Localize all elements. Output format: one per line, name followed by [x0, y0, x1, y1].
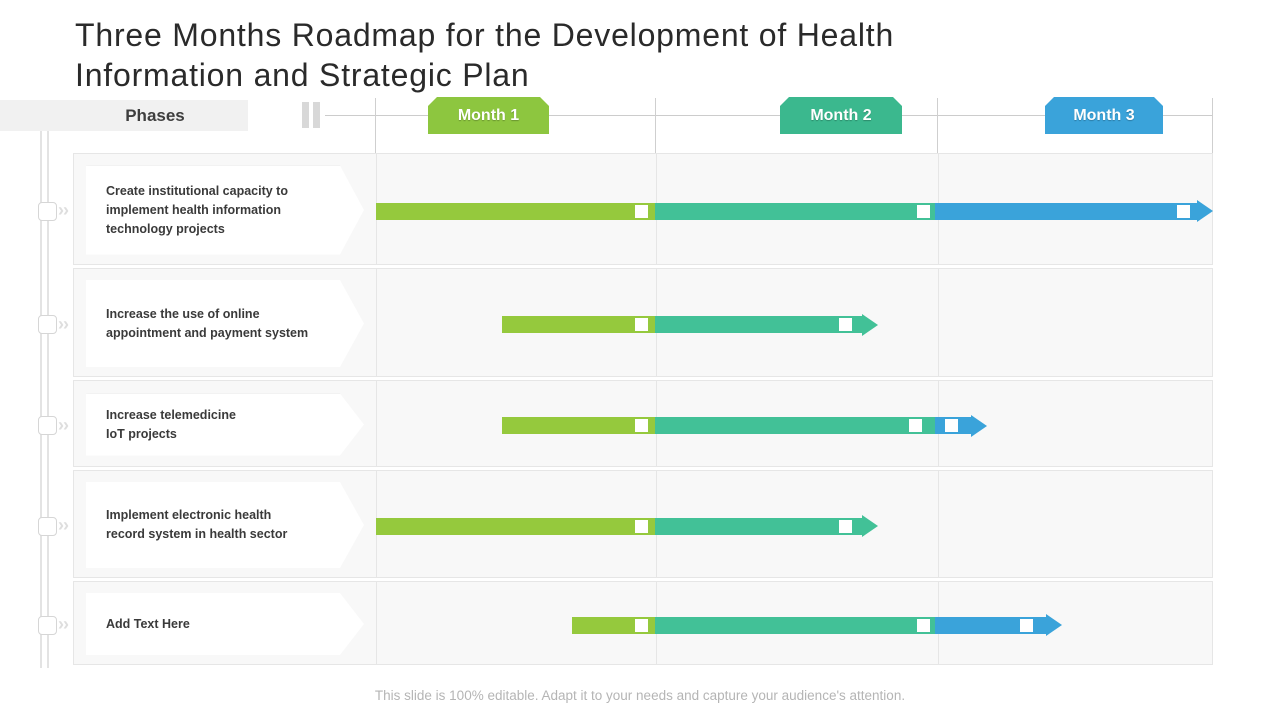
- milestone-marker-icon: [944, 419, 958, 432]
- task-card: Increase telemedicine IoT projects: [86, 394, 364, 456]
- task-card: Increase the use of online appointment a…: [86, 280, 364, 367]
- task-row: Increase the use of online appointment a…: [73, 268, 1213, 377]
- chevron-right-icon: ››: [58, 200, 69, 220]
- tab-month-1: Month 1: [428, 97, 549, 134]
- timeline-node-icon: [38, 516, 57, 536]
- tab-month-3: Month 3: [1045, 97, 1163, 134]
- gantt-bar-segment: [501, 417, 656, 434]
- task-label: Implement electronic health record syste…: [106, 508, 288, 541]
- task-row: Increase telemedicine IoT projects: [73, 380, 1213, 467]
- timeline-axis-line: [325, 115, 1213, 116]
- phases-header: Phases: [0, 100, 248, 131]
- milestone-marker-icon: [634, 419, 648, 432]
- grid-tick: [655, 98, 656, 153]
- task-label: Increase telemedicine IoT projects: [106, 407, 236, 441]
- milestone-marker-icon: [838, 318, 852, 331]
- task-label: Add Text Here: [106, 616, 190, 631]
- timeline-spine: [40, 131, 49, 668]
- grid-column-line: [938, 269, 939, 376]
- grid-tick: [375, 98, 376, 153]
- milestone-marker-icon: [634, 204, 648, 218]
- task-label: Create institutional capacity to impleme…: [106, 183, 288, 236]
- milestone-marker-icon: [1020, 618, 1034, 632]
- task-row: Create institutional capacity to impleme…: [73, 153, 1214, 265]
- task-row: Implement electronic health record syste…: [73, 470, 1213, 578]
- milestone-marker-icon: [916, 204, 930, 218]
- arrow-tip-icon: [1046, 614, 1063, 636]
- task-label: Increase the use of online appointment a…: [106, 306, 309, 340]
- grid-tick: [1212, 98, 1213, 153]
- task-card: Add Text Here: [86, 593, 364, 655]
- milestone-marker-icon: [634, 519, 648, 533]
- grid-column-line: [376, 381, 377, 466]
- timeline-node-icon: [38, 416, 57, 435]
- arrow-tip-icon: [970, 414, 987, 437]
- chevron-right-icon: ››: [58, 414, 69, 435]
- gantt-bar-segment: [934, 202, 1198, 220]
- tab-month-2: Month 2: [780, 97, 902, 134]
- pause-icon: [302, 102, 321, 128]
- grid-column-line: [376, 582, 377, 664]
- gantt-bar-segment: [655, 616, 935, 634]
- milestone-marker-icon: [634, 318, 648, 331]
- arrow-tip-icon: [1197, 200, 1214, 222]
- timeline-node-icon: [38, 201, 57, 221]
- gantt-bar-segment: [501, 316, 656, 333]
- task-card: Create institutional capacity to impleme…: [86, 166, 364, 255]
- milestone-marker-icon: [634, 618, 648, 632]
- milestone-marker-icon: [908, 419, 922, 432]
- gantt-bar-segment: [376, 517, 656, 535]
- grid-tick: [937, 98, 938, 153]
- chevron-right-icon: ››: [58, 313, 69, 334]
- milestone-marker-icon: [916, 618, 930, 632]
- grid-column-line: [376, 269, 377, 376]
- phases-label: Phases: [125, 105, 185, 125]
- page-title: Three Months Roadmap for the Development…: [75, 17, 895, 94]
- timeline-node-icon: [38, 615, 57, 635]
- task-row: Add Text Here: [73, 581, 1213, 665]
- arrow-tip-icon: [862, 313, 879, 336]
- gantt-bar-segment: [376, 202, 656, 220]
- milestone-marker-icon: [1176, 204, 1190, 218]
- milestone-marker-icon: [838, 519, 852, 533]
- footer-note: This slide is 100% editable. Adapt it to…: [374, 688, 906, 703]
- arrow-tip-icon: [862, 515, 879, 537]
- task-card: Implement electronic health record syste…: [86, 482, 364, 568]
- chevron-right-icon: ››: [58, 614, 69, 634]
- grid-column-line: [938, 471, 939, 577]
- gantt-bar-segment: [934, 616, 1047, 634]
- gantt-bar-segment: [571, 616, 656, 634]
- chevron-right-icon: ››: [58, 515, 69, 535]
- timeline-node-icon: [38, 315, 57, 334]
- gantt-bar-segment: [655, 316, 863, 333]
- gantt-bar-segment: [655, 517, 863, 535]
- gantt-bar-segment: [655, 202, 935, 220]
- gantt-bar-segment: [655, 417, 935, 434]
